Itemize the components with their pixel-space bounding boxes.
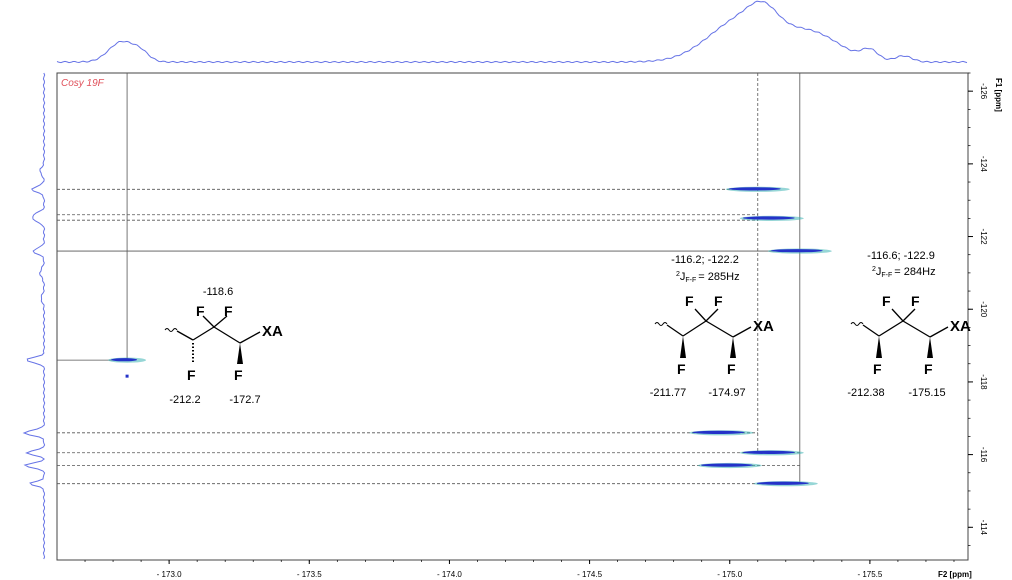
cross-peak-dot — [125, 374, 129, 378]
mol2-f-top-left: F — [685, 293, 694, 309]
mol2-top-shifts: -116.2; -122.2 — [671, 254, 739, 266]
mol1-wavy-bond — [164, 328, 178, 332]
mol3-f-bottom-left: F — [873, 361, 882, 377]
f1-projection-trace — [22, 72, 46, 560]
cross-peak — [692, 430, 745, 434]
mol2-wedge-bond — [680, 336, 686, 358]
mol2-bond — [705, 320, 734, 338]
cross-peak — [770, 249, 823, 253]
mol2-bond — [682, 320, 707, 337]
mol1-wedge-bond — [237, 343, 243, 364]
y-axis-label: F1 [ppm] — [994, 78, 1003, 112]
mol3-bond — [878, 320, 904, 337]
x-axis-label: F2 [ppm] — [938, 570, 972, 579]
mol1-bond — [213, 326, 241, 344]
y-tick-label: -116 — [979, 447, 988, 463]
y-axis-ticks: -126 -124 -122 -120 -118 -116 -114 — [968, 72, 988, 546]
mol2-f-bottom-right: F — [727, 361, 736, 377]
x-tick-label: - 175.5 — [857, 570, 882, 579]
molecule-3: -116.6; -122.9 2JF-F = 284Hz F F F F XA -… — [847, 250, 971, 399]
mol3-bottom-left-shift: -212.38 — [847, 387, 884, 399]
x-tick-label: - 175.0 — [717, 570, 742, 579]
mol3-wedge-bond — [876, 336, 882, 358]
mol3-f-bottom-right: F — [924, 361, 933, 377]
mol3-wavy-bond — [850, 322, 864, 326]
mol1-top-shift: -118.6 — [203, 286, 233, 298]
y-tick-label: -118 — [979, 374, 988, 390]
mol1-f-top-right: F — [224, 303, 233, 319]
x-tick-label: - 174.5 — [577, 570, 602, 579]
mol3-coupling: 2JF-F = 284Hz — [872, 266, 936, 279]
mol1-f-top-left: F — [196, 303, 205, 319]
mol3-bond — [862, 324, 880, 337]
mol1-bond — [239, 331, 261, 344]
cross-peak — [700, 463, 753, 467]
y-tick-label: -122 — [979, 229, 988, 246]
x-tick-label: - 173.5 — [297, 570, 322, 579]
f2-projection-trace — [56, 0, 968, 64]
mol1-f-bottom-left: F — [187, 367, 196, 383]
x-tick-label: - 173.0 — [157, 570, 182, 579]
mol3-top-shifts: -116.6; -122.9 — [867, 250, 935, 262]
y-tick-label: -120 — [979, 301, 988, 318]
mol2-bottom-right-shift: -174.97 — [708, 387, 745, 399]
mol3-bond — [929, 326, 949, 338]
mol2-bond — [732, 326, 752, 338]
plot-frame — [56, 72, 969, 561]
mol3-f-top-right: F — [911, 293, 920, 309]
mol2-bottom-left-shift: -211.77 — [650, 387, 687, 399]
cross-peak — [111, 358, 138, 362]
mol2-wavy-bond — [654, 322, 668, 326]
molecule-1: -118.6 F F F F XA -212.2 -172.7 — [164, 286, 283, 406]
mol1-xa-label: XA — [262, 323, 283, 340]
mol2-wedge-bond — [730, 337, 736, 358]
cross-peak — [742, 216, 795, 220]
molecule-2: -116.2; -122.2 2JF-F = 285Hz F F F F XA -… — [650, 254, 774, 399]
mol1-bottom-left-shift: -212.2 — [169, 394, 200, 406]
mol3-f-top-left: F — [882, 293, 891, 309]
mol3-xa-label: XA — [950, 318, 971, 335]
mol3-bottom-right-shift: -175.15 — [908, 387, 945, 399]
y-tick-label: -114 — [979, 520, 988, 536]
mol3-wedge-bond — [927, 337, 933, 358]
mol1-bottom-right-shift: -172.7 — [229, 394, 260, 406]
chart-title: Cosy 19F — [61, 78, 105, 89]
guide-lines — [57, 73, 801, 485]
y-tick-label: -126 — [979, 83, 988, 100]
y-tick-label: -124 — [979, 156, 988, 173]
mol2-f-top-right: F — [714, 293, 723, 309]
mol3-bond — [902, 308, 916, 322]
mol2-bond — [666, 324, 684, 337]
mol1-bond — [176, 330, 194, 341]
mol1-f-bottom-right: F — [234, 367, 243, 383]
mol2-f-bottom-left: F — [677, 361, 686, 377]
x-axis-ticks: - 173.0 - 173.5 - 174.0 - 174.5 - 175.0 - 175… — [84, 560, 955, 579]
x-tick-label: - 174.0 — [437, 570, 462, 579]
mol3-bond — [902, 320, 931, 338]
mol1-bond — [202, 315, 215, 328]
cross-peaks — [108, 186, 832, 487]
cross-peak — [742, 450, 795, 454]
cross-peak — [756, 481, 809, 485]
mol2-coupling: 2JF-F = 285Hz — [676, 271, 740, 284]
mol3-bond — [891, 308, 904, 322]
mol1-bond — [213, 315, 228, 328]
cross-peak — [728, 187, 781, 191]
mol2-bond — [694, 308, 707, 322]
mol2-bond — [705, 308, 719, 322]
mol1-bond — [192, 326, 215, 341]
mol2-xa-label: XA — [753, 318, 774, 335]
